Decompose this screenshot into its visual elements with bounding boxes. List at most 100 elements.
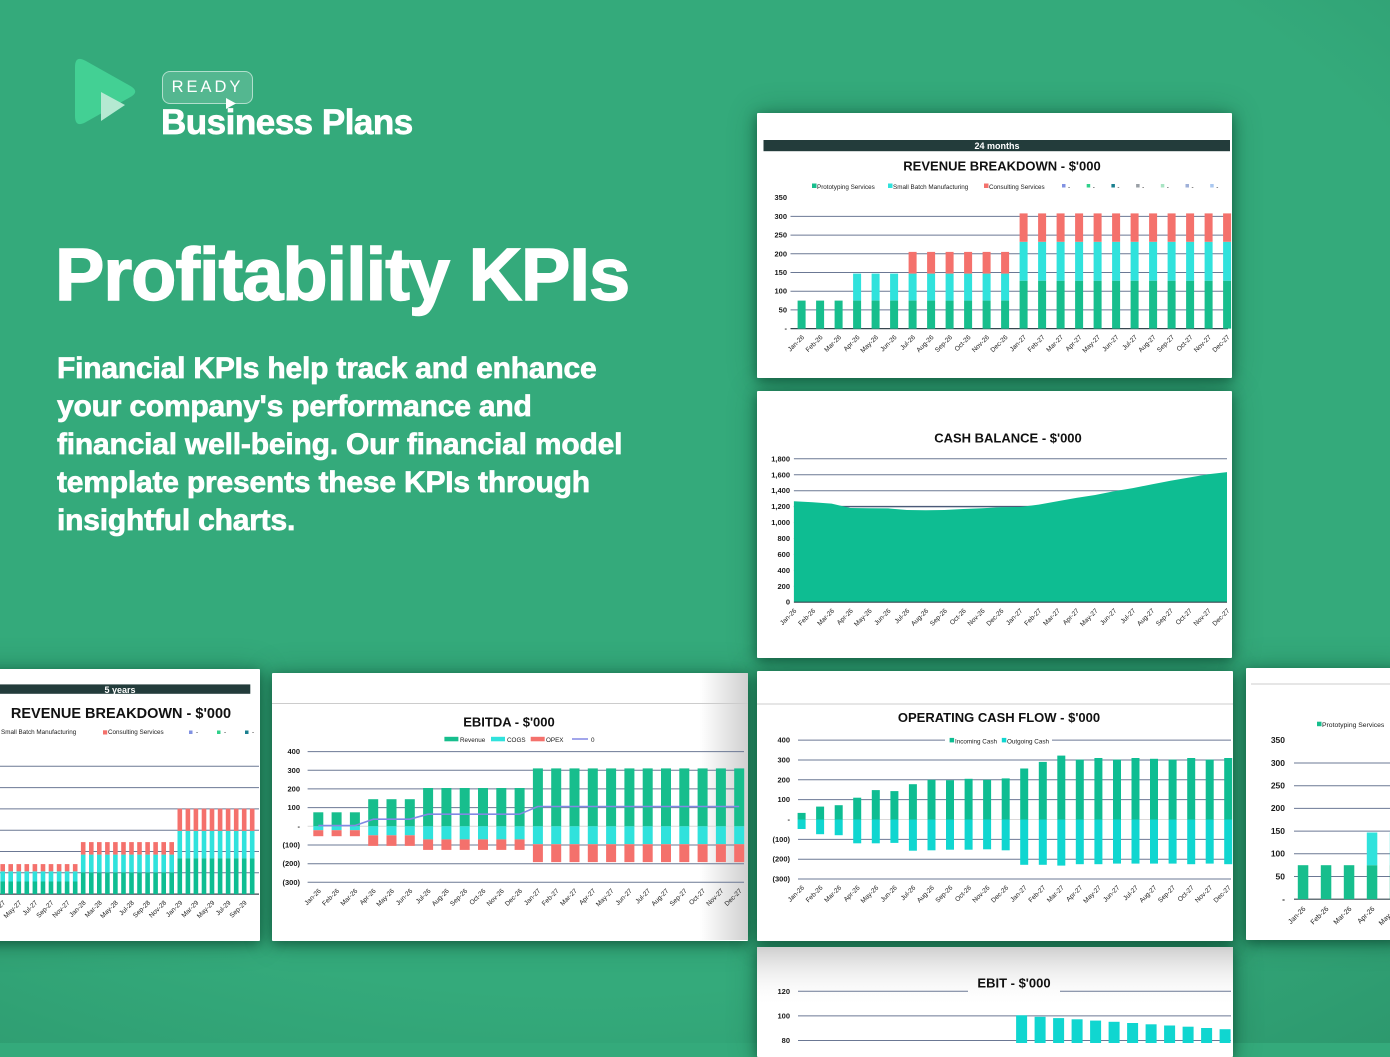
svg-text:400: 400 bbox=[777, 566, 790, 575]
svg-text:400: 400 bbox=[287, 747, 300, 756]
svg-text:24 months: 24 months bbox=[974, 141, 1019, 151]
svg-text:Feb-26: Feb-26 bbox=[805, 334, 825, 354]
svg-text:Sep-27: Sep-27 bbox=[1157, 884, 1177, 904]
svg-text:Feb-27: Feb-27 bbox=[1027, 884, 1047, 904]
svg-text:50: 50 bbox=[779, 305, 787, 314]
svg-text:300: 300 bbox=[287, 766, 300, 775]
svg-text:Oct-27: Oct-27 bbox=[1177, 884, 1196, 903]
svg-text:Jan-26: Jan-26 bbox=[1287, 906, 1307, 926]
svg-text:1,000: 1,000 bbox=[771, 518, 790, 527]
svg-text:Jun-26: Jun-26 bbox=[879, 334, 898, 353]
svg-text:Oct-26: Oct-26 bbox=[954, 884, 973, 903]
svg-text:Aug-27: Aug-27 bbox=[1136, 607, 1156, 627]
svg-text:Sep-27: Sep-27 bbox=[1156, 334, 1176, 354]
svg-text:120: 120 bbox=[777, 987, 790, 996]
svg-text:Mar-26: Mar-26 bbox=[823, 334, 843, 354]
svg-text:Mar-27: Mar-27 bbox=[1045, 334, 1065, 354]
svg-text:Sep-26: Sep-26 bbox=[934, 884, 954, 904]
svg-text:-: - bbox=[196, 729, 198, 736]
svg-text:-: - bbox=[1142, 184, 1144, 191]
svg-text:0: 0 bbox=[591, 737, 595, 744]
svg-text:(200): (200) bbox=[772, 855, 790, 864]
svg-text:100: 100 bbox=[287, 803, 300, 812]
svg-text:May-26: May-26 bbox=[375, 888, 396, 909]
svg-text:Jun-27: Jun-27 bbox=[1101, 334, 1120, 353]
svg-text:Jun-26: Jun-26 bbox=[873, 607, 892, 626]
svg-text:Feb-26: Feb-26 bbox=[1310, 906, 1331, 927]
svg-text:-: - bbox=[1192, 184, 1194, 191]
svg-text:EBITDA - $'000: EBITDA - $'000 bbox=[463, 715, 554, 730]
svg-text:Sep-26: Sep-26 bbox=[934, 334, 954, 354]
svg-text:Mar-26: Mar-26 bbox=[1333, 906, 1354, 927]
svg-text:(300): (300) bbox=[772, 875, 790, 884]
svg-text:Mar-27: Mar-27 bbox=[559, 888, 579, 908]
svg-text:Aug-26: Aug-26 bbox=[431, 888, 451, 908]
svg-text:Sep-26: Sep-26 bbox=[929, 607, 949, 627]
svg-text:(100): (100) bbox=[282, 841, 300, 850]
svg-text:Apr-27: Apr-27 bbox=[1062, 607, 1081, 626]
svg-text:Feb-27: Feb-27 bbox=[1027, 334, 1047, 354]
svg-text:-: - bbox=[1167, 184, 1169, 191]
svg-text:Nov-28: Nov-28 bbox=[148, 899, 168, 919]
svg-text:Mar-26: Mar-26 bbox=[823, 884, 843, 904]
svg-text:COGS: COGS bbox=[507, 737, 526, 744]
svg-text:Oct-26: Oct-26 bbox=[954, 334, 973, 353]
svg-text:Dec-26: Dec-26 bbox=[985, 607, 1005, 627]
svg-text:Nov-27: Nov-27 bbox=[1194, 884, 1214, 904]
svg-text:OPEX: OPEX bbox=[546, 737, 564, 744]
svg-text:Jun-27: Jun-27 bbox=[615, 888, 634, 907]
svg-text:100: 100 bbox=[777, 1011, 790, 1020]
svg-text:Mar-27: Mar-27 bbox=[1042, 607, 1062, 627]
svg-text:Jan-26: Jan-26 bbox=[787, 334, 806, 353]
svg-text:Prototyping Services: Prototyping Services bbox=[1322, 722, 1385, 729]
svg-text:Jan-27: Jan-27 bbox=[523, 888, 542, 907]
svg-text:100: 100 bbox=[1271, 849, 1285, 859]
svg-text:Incoming Cash: Incoming Cash bbox=[955, 738, 997, 745]
svg-text:Oct-26: Oct-26 bbox=[949, 607, 968, 626]
svg-text:Jul-27: Jul-27 bbox=[1120, 607, 1138, 625]
svg-text:250: 250 bbox=[774, 231, 787, 240]
svg-text:Jan-27: Jan-27 bbox=[1005, 607, 1024, 626]
svg-text:May-27: May-27 bbox=[1082, 884, 1103, 905]
svg-text:Sep-26: Sep-26 bbox=[449, 888, 469, 908]
svg-text:Dec-27: Dec-27 bbox=[1213, 884, 1233, 904]
svg-text:May-26: May-26 bbox=[860, 334, 881, 355]
svg-text:5 years: 5 years bbox=[104, 685, 135, 695]
svg-text:600: 600 bbox=[777, 550, 790, 559]
svg-text:Mar-27: Mar-27 bbox=[1046, 884, 1066, 904]
svg-text:Nov-27: Nov-27 bbox=[1193, 607, 1213, 627]
svg-text:-: - bbox=[1282, 894, 1285, 904]
svg-text:May-27: May-27 bbox=[595, 888, 616, 909]
svg-text:1,600: 1,600 bbox=[771, 470, 790, 479]
svg-text:May-26: May-26 bbox=[1378, 906, 1390, 928]
svg-text:Oct-27: Oct-27 bbox=[1175, 607, 1194, 626]
svg-text:May-27: May-27 bbox=[3, 899, 24, 920]
svg-text:200: 200 bbox=[287, 784, 300, 793]
svg-text:-: - bbox=[1068, 184, 1070, 191]
svg-text:Nov-26: Nov-26 bbox=[972, 884, 992, 904]
svg-text:Nov-27: Nov-27 bbox=[1193, 334, 1213, 354]
svg-text:REVENUE BREAKDOWN - $'000: REVENUE BREAKDOWN - $'000 bbox=[903, 159, 1100, 174]
svg-text:Prototyping Services: Prototyping Services bbox=[817, 184, 875, 191]
svg-text:Consulting Services: Consulting Services bbox=[108, 729, 164, 736]
svg-text:(300): (300) bbox=[282, 878, 300, 887]
svg-text:May-27: May-27 bbox=[1079, 607, 1100, 628]
svg-text:-: - bbox=[1216, 184, 1218, 191]
svg-text:Aug-26: Aug-26 bbox=[910, 607, 930, 627]
svg-text:Dec-27: Dec-27 bbox=[1212, 334, 1232, 354]
svg-text:-: - bbox=[785, 324, 788, 333]
svg-text:Jan-26: Jan-26 bbox=[304, 888, 323, 907]
svg-text:Dec-27: Dec-27 bbox=[1211, 607, 1231, 627]
svg-text:Small Batch Manufacturing: Small Batch Manufacturing bbox=[893, 184, 969, 191]
svg-text:Mar-26: Mar-26 bbox=[816, 607, 836, 627]
svg-text:Feb-26: Feb-26 bbox=[805, 884, 825, 904]
svg-text:Sep-27: Sep-27 bbox=[669, 888, 689, 908]
svg-text:Dec-26: Dec-26 bbox=[504, 888, 524, 908]
svg-text:Jan-27: Jan-27 bbox=[1009, 334, 1028, 353]
svg-text:Aug-27: Aug-27 bbox=[650, 888, 670, 908]
svg-text:Jun-27: Jun-27 bbox=[1102, 884, 1121, 903]
svg-text:150: 150 bbox=[1271, 826, 1285, 836]
svg-text:-: - bbox=[252, 729, 254, 736]
svg-text:1,200: 1,200 bbox=[771, 502, 790, 511]
svg-text:Aug-26: Aug-26 bbox=[916, 334, 936, 354]
